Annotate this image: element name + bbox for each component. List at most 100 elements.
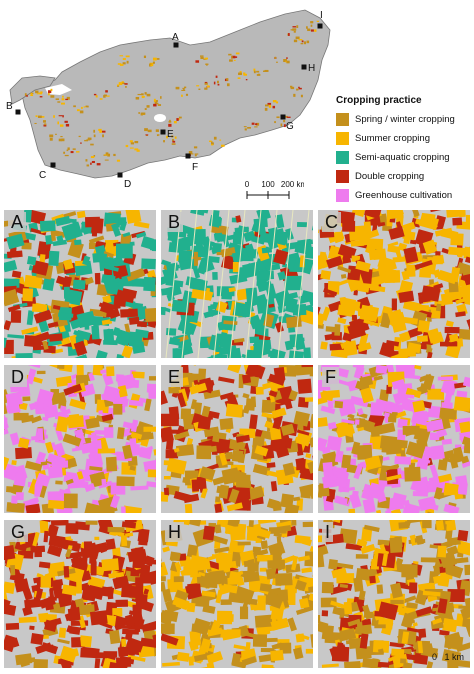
crop-field xyxy=(270,607,284,621)
crop-speck xyxy=(99,130,103,133)
crop-field xyxy=(189,382,208,395)
crop-field xyxy=(186,602,196,613)
crop-speck xyxy=(310,29,314,32)
crop-field xyxy=(301,567,313,574)
site-marker xyxy=(185,153,191,159)
panel-label: I xyxy=(322,522,334,542)
crop-field xyxy=(257,520,277,524)
legend-item-double: Double cropping xyxy=(336,167,472,186)
crop-field xyxy=(233,644,250,651)
crop-field xyxy=(90,431,99,444)
crop-speck xyxy=(36,93,39,95)
crop-field xyxy=(412,491,428,497)
crop-field xyxy=(4,581,16,595)
turkey-map: A B C D E F G H I xyxy=(6,9,331,190)
crop-field xyxy=(187,372,195,378)
crop-speck xyxy=(238,72,242,76)
crop-speck xyxy=(178,116,182,119)
crop-speck xyxy=(61,98,65,101)
crop-field xyxy=(258,653,275,663)
crop-field xyxy=(244,243,256,258)
crop-field xyxy=(143,588,150,595)
crop-field xyxy=(6,250,23,259)
crop-field xyxy=(355,260,371,273)
crop-field xyxy=(257,554,273,562)
crop-field xyxy=(432,574,449,585)
crop-field xyxy=(439,341,458,347)
crop-speck xyxy=(185,93,189,96)
crop-field xyxy=(360,543,376,554)
crop-field xyxy=(260,540,269,550)
crop-field xyxy=(119,220,128,232)
crop-field xyxy=(309,413,313,429)
crop-field xyxy=(103,264,119,272)
crop-field xyxy=(289,333,304,348)
crop-field xyxy=(347,536,354,544)
crop-field xyxy=(251,548,269,558)
crop-speck xyxy=(147,129,152,133)
crop-field xyxy=(404,466,421,482)
site-marker xyxy=(50,162,56,168)
crop-field xyxy=(379,544,386,553)
crop-field xyxy=(24,335,42,348)
crop-field xyxy=(18,616,37,624)
crop-field xyxy=(287,617,298,632)
crop-field xyxy=(239,267,247,281)
crop-field xyxy=(260,647,275,653)
crop-field xyxy=(17,437,30,449)
crop-field xyxy=(435,251,441,256)
crop-field xyxy=(427,651,439,658)
crop-field xyxy=(55,480,63,485)
crop-field xyxy=(226,502,243,512)
crop-field xyxy=(320,269,332,280)
salt-lake xyxy=(154,114,166,122)
crop-speck xyxy=(25,95,29,97)
crop-speck xyxy=(293,30,296,33)
crop-field xyxy=(269,348,286,358)
crop-field xyxy=(184,503,193,513)
crop-field xyxy=(369,575,376,584)
crop-speck xyxy=(181,89,186,91)
site-marker-label: B xyxy=(6,101,13,112)
crop-field xyxy=(307,461,313,474)
crop-field xyxy=(339,296,348,313)
crop-field xyxy=(130,431,143,440)
crop-field xyxy=(458,210,466,218)
crop-field xyxy=(429,464,439,479)
crop-field xyxy=(453,396,470,412)
crop-field xyxy=(87,576,106,589)
crop-field xyxy=(189,365,199,366)
crop-field xyxy=(81,584,97,602)
crop-field xyxy=(403,246,419,264)
crop-field xyxy=(335,607,346,613)
crop-field xyxy=(413,455,431,464)
crop-field xyxy=(4,278,20,288)
crop-field xyxy=(72,279,86,290)
crop-field xyxy=(216,251,228,256)
crop-field xyxy=(91,325,100,340)
crop-field xyxy=(208,334,222,352)
crop-field xyxy=(337,367,350,378)
crop-field xyxy=(36,388,54,406)
crop-field xyxy=(342,220,356,232)
crop-speck xyxy=(213,81,216,85)
crop-field xyxy=(212,271,218,280)
crop-field xyxy=(72,219,78,226)
crop-field xyxy=(336,562,354,570)
crop-field xyxy=(364,239,374,254)
crop-field xyxy=(69,648,80,658)
crop-speck xyxy=(280,123,283,127)
crop-speck xyxy=(292,26,297,28)
crop-field xyxy=(193,653,208,662)
crop-speck xyxy=(298,86,300,88)
legend-title: Cropping practice xyxy=(336,95,422,106)
crop-field xyxy=(339,583,349,589)
crop-field xyxy=(274,289,293,309)
crop-field xyxy=(202,604,216,614)
crop-field xyxy=(129,465,136,471)
crop-field xyxy=(406,627,423,634)
crop-field xyxy=(4,603,17,616)
crop-field xyxy=(249,414,258,430)
crop-field xyxy=(412,622,418,627)
crop-field xyxy=(58,627,67,638)
